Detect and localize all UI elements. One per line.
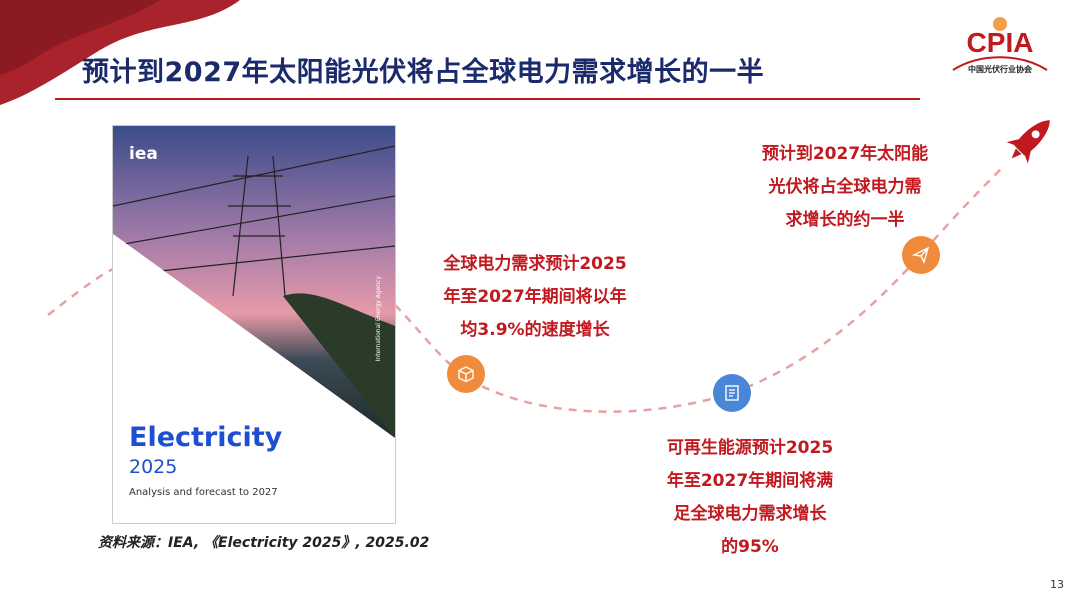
page-title: 预计到2027年太阳能光伏将占全球电力需求增长的一半 [82,57,765,88]
cover-year: 2025 [129,456,178,478]
cover-subtitle: Analysis and forecast to 2027 [129,487,278,498]
paper-plane-icon [902,236,940,274]
point-2-text: 可再生能源预计2025 年至2027年期间将满 足全球电力需求增长 的95% [666,438,834,557]
cpia-logo: CPIA 中国光伏行业协会 [945,8,1055,78]
point-1-text: 全球电力需求预计2025 年至2027年期间将以年 均3.9%的速度增长 [443,254,627,340]
svg-text:中国光伏行业协会: 中国光伏行业协会 [968,64,1032,74]
cover-vertical-text: International Energy Agency [375,276,382,362]
source-note: 资料来源：IEA, 《Electricity 2025》, 2025.02 [98,535,430,551]
rocket-icon [1006,120,1050,164]
report-cover-image: iea International Energy Agency Electric… [112,125,396,524]
document-icon [713,374,751,412]
cover-title: Electricity [129,422,283,453]
box-icon [447,355,485,393]
title-divider [55,98,920,100]
iea-logo: iea [129,144,158,164]
svg-text:CPIA: CPIA [967,27,1034,58]
point-3-text: 预计到2027年太阳能 光伏将占全球电力需 求增长的约一半 [761,144,929,230]
page-number: 13 [1050,578,1064,591]
